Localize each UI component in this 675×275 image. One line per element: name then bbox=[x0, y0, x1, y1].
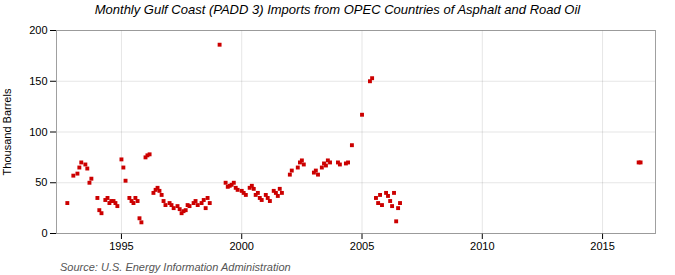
html-text:Monthly Gulf Coast (PADD 3) Im: Monthly Gulf Coast (PADD 3) Imports from… bbox=[94, 2, 581, 17]
svg-text:1995: 1995 bbox=[109, 240, 133, 252]
svg-text:2010: 2010 bbox=[470, 240, 494, 252]
svg-text:0: 0 bbox=[41, 227, 47, 239]
svg-text:2000: 2000 bbox=[229, 240, 253, 252]
svg-text:2005: 2005 bbox=[350, 240, 374, 252]
svg-text:Thousand Barrels: Thousand Barrels bbox=[1, 88, 13, 175]
svg-text:100: 100 bbox=[29, 126, 47, 138]
svg-text:50: 50 bbox=[35, 176, 47, 188]
html-text:Source: U.S. Energy Informatio: Source: U.S. Energy Information Administ… bbox=[60, 261, 291, 273]
svg-text:2015: 2015 bbox=[590, 240, 614, 252]
svg-text:150: 150 bbox=[29, 75, 47, 87]
svg-text:200: 200 bbox=[29, 24, 47, 36]
